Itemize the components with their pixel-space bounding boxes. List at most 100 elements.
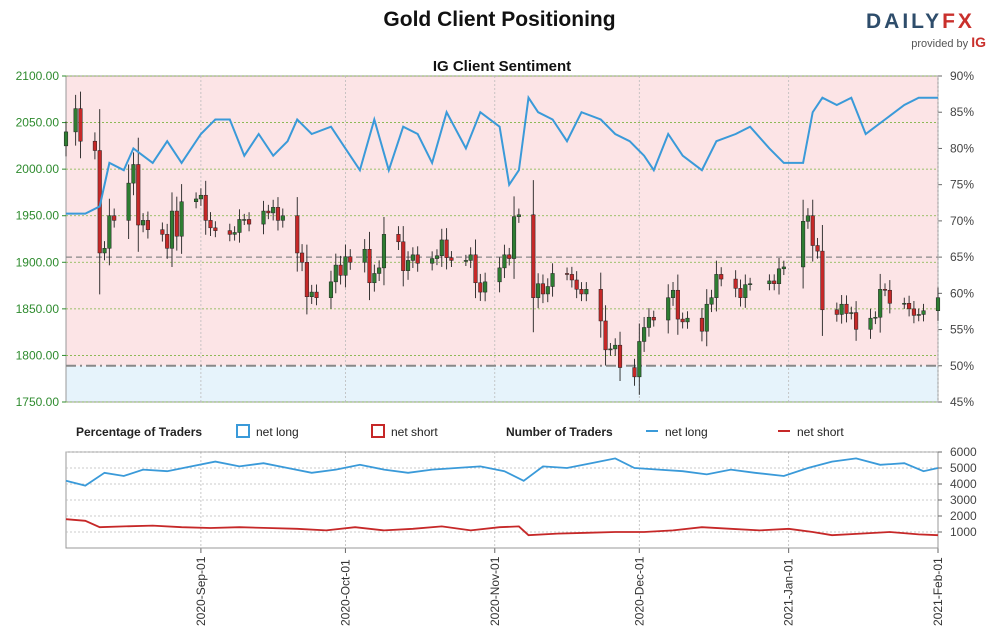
- bullish-candle: [584, 289, 589, 295]
- pct-tick-label: 65%: [950, 250, 974, 264]
- bearish-candle: [507, 254, 512, 259]
- date-tick-label: 2020-Nov-01: [488, 556, 502, 626]
- bullish-candle: [670, 289, 676, 298]
- legend-num-label: Number of Traders: [506, 425, 613, 439]
- bearish-candle: [738, 288, 743, 298]
- bearish-candle: [300, 252, 305, 263]
- bearish-candle: [603, 320, 608, 351]
- bearish-candle: [275, 207, 281, 221]
- logo-text-b: FX: [942, 10, 975, 33]
- pct-tick-label: 90%: [950, 69, 974, 83]
- bearish-candle: [145, 220, 150, 230]
- bullish-candle: [439, 239, 444, 257]
- bearish-candle: [295, 215, 300, 254]
- bearish-candle: [314, 291, 319, 298]
- bearish-candle: [911, 308, 916, 316]
- bullish-candle: [646, 316, 651, 328]
- traders-plot: 1000 2000 3000 4000 5000 6000: [65, 445, 977, 549]
- bearish-candle: [531, 214, 536, 298]
- bullish-candle: [685, 317, 690, 323]
- bearish-candle: [844, 303, 849, 314]
- traders-tick-label: 5000: [950, 461, 977, 475]
- pct-tick-label: 55%: [950, 323, 974, 337]
- date-tick-label: 2020-Dec-01: [632, 556, 646, 626]
- pct-tick-label: 50%: [950, 359, 974, 373]
- bullish-candle: [237, 219, 242, 233]
- price-tick-label: 1850.00: [16, 302, 60, 316]
- main-plot: IG Client Sentiment 1750.00 1800.00 1850.00…: [16, 58, 975, 626]
- subplot-title: IG Client Sentiment: [433, 58, 571, 75]
- bullish-candle: [921, 310, 926, 315]
- date-tick-label: 2020-Oct-01: [338, 559, 352, 626]
- bearish-candle: [112, 215, 117, 221]
- logo-brand: IG: [971, 34, 986, 50]
- bearish-candle: [617, 344, 623, 368]
- bearish-candle: [348, 256, 353, 263]
- bullish-candle: [328, 281, 334, 298]
- bullish-candle: [194, 198, 199, 202]
- bearish-candle: [174, 210, 179, 237]
- bullish-candle: [261, 210, 266, 225]
- bullish-candle: [878, 289, 883, 318]
- bearish-candle: [338, 264, 343, 276]
- bearish-candle: [473, 254, 478, 284]
- bullish-candle: [849, 312, 854, 314]
- legend-pct-long-text: net long: [256, 425, 299, 439]
- bullish-candle: [362, 248, 367, 263]
- bearish-candle: [574, 279, 579, 290]
- logo-sub: provided by: [911, 38, 969, 50]
- bearish-candle: [78, 108, 83, 142]
- bullish-candle: [714, 274, 719, 298]
- bullish-candle: [343, 256, 348, 276]
- legend-pct-long-swatch: [236, 424, 250, 438]
- bullish-candle: [430, 258, 435, 264]
- bearish-candle: [772, 280, 777, 284]
- bullish-candle: [748, 283, 753, 285]
- bullish-candle: [776, 268, 782, 284]
- bullish-candle: [516, 214, 521, 217]
- bearish-candle: [304, 262, 309, 297]
- bullish-candle: [666, 297, 671, 321]
- bullish-candle: [372, 273, 377, 284]
- bearish-candle: [478, 282, 483, 293]
- chart-title: Gold Client Positioning: [383, 8, 616, 31]
- bearish-candle: [810, 215, 815, 246]
- bullish-candle: [131, 164, 136, 184]
- bearish-candle: [569, 274, 574, 281]
- bullish-candle: [839, 303, 844, 315]
- pct-tick-label: 75%: [950, 178, 974, 192]
- traders-tick-label: 6000: [950, 445, 977, 459]
- bullish-candle: [935, 297, 941, 311]
- bearish-candle: [887, 289, 892, 304]
- bullish-candle: [242, 219, 247, 221]
- bearish-candle: [165, 234, 170, 249]
- bearish-candle: [815, 245, 820, 252]
- price-tick-label: 1800.00: [16, 348, 60, 362]
- bullish-candle: [377, 267, 382, 274]
- bearish-candle: [396, 234, 401, 243]
- dailyfx-logo: DAILYFX provided by IG: [866, 10, 990, 50]
- bearish-candle: [834, 309, 839, 315]
- bearish-candle: [208, 220, 213, 229]
- bearish-candle: [632, 367, 637, 378]
- bullish-candle: [767, 280, 772, 284]
- bullish-candle: [642, 327, 647, 342]
- bullish-candle: [497, 267, 502, 283]
- bearish-candle: [415, 254, 420, 264]
- bullish-candle: [410, 254, 415, 261]
- pct-tick-label: 70%: [950, 214, 974, 228]
- bearish-candle: [444, 239, 449, 258]
- bearish-candle: [719, 274, 724, 280]
- price-tick-label: 1750.00: [16, 395, 60, 409]
- bullish-candle: [781, 266, 786, 270]
- bullish-candle: [873, 316, 878, 319]
- bearish-candle: [203, 194, 208, 221]
- bullish-candle: [198, 194, 203, 200]
- pct-tick-label: 45%: [950, 395, 974, 409]
- bullish-candle: [637, 341, 642, 378]
- price-tick-label: 1950.00: [16, 209, 60, 223]
- bearish-candle: [92, 140, 97, 151]
- traders-tick-label: 4000: [950, 477, 977, 491]
- bearish-candle: [820, 250, 825, 311]
